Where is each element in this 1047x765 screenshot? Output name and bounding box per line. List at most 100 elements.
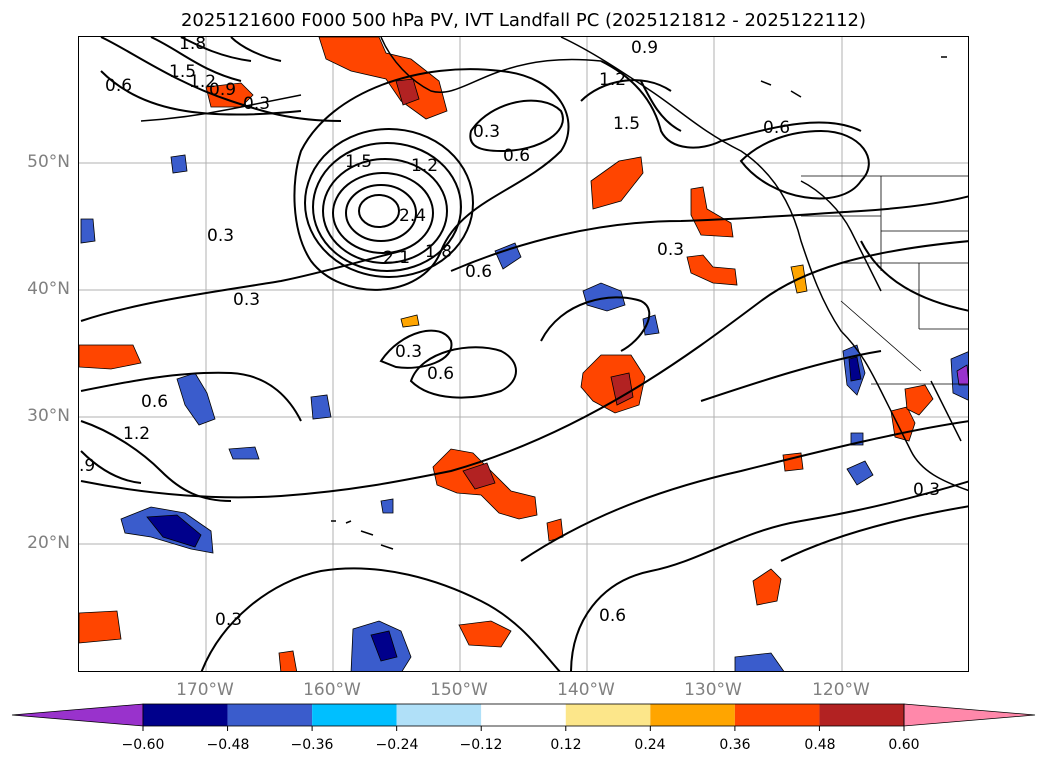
lat-label-50n: 50°N bbox=[27, 152, 70, 172]
contour-label: 0.6 bbox=[763, 118, 790, 138]
colorbar-segment bbox=[227, 704, 313, 726]
colorbar-tick-label: 0.48 bbox=[804, 737, 836, 753]
map-panel[interactable]: 1.8 1.5 1.2 0.9 0.6 0.3 0.3 0.6 1.2 1.5 … bbox=[78, 36, 969, 672]
contour-label: 0.3 bbox=[473, 122, 500, 142]
lon-label-130w: 130°W bbox=[684, 680, 742, 700]
cool-blob-ne bbox=[582, 282, 626, 312]
colorbar-extend-high bbox=[903, 703, 1036, 727]
colorbar-segment bbox=[143, 704, 228, 726]
cool-blob-mexico-core bbox=[956, 364, 968, 386]
contour-label: 1.8 bbox=[179, 37, 206, 54]
contour-label: 0.9 bbox=[209, 80, 236, 100]
contour-label: 1.2 bbox=[189, 72, 216, 92]
contour-label: 0.6 bbox=[427, 364, 454, 384]
warm-blob-small-1 bbox=[546, 518, 564, 542]
contour-label: 0.6 bbox=[105, 76, 132, 96]
warm-blob-south-1 bbox=[752, 568, 782, 606]
colorbar-segment bbox=[734, 704, 820, 726]
cool-blob-south-east bbox=[734, 652, 785, 671]
coastlines bbox=[140, 37, 968, 550]
colorbar-segment bbox=[565, 704, 651, 726]
warm-blob-nw-coast bbox=[690, 186, 734, 238]
contour-label: 1.8 bbox=[425, 242, 452, 262]
contour-label: 0.3 bbox=[233, 290, 260, 310]
cool-blob-west-1 bbox=[80, 218, 96, 244]
colorbar-extend-low bbox=[11, 703, 144, 727]
lon-label-170w: 170°W bbox=[176, 680, 234, 700]
map-title: 2025121600 F000 500 hPa PV, IVT Landfall… bbox=[180, 10, 867, 31]
colorbar-tick-label: −0.36 bbox=[290, 737, 334, 753]
colorbar-tick-label: −0.48 bbox=[206, 737, 250, 753]
map-canvas: 1.8 1.5 1.2 0.9 0.6 0.3 0.3 0.6 1.2 1.5 … bbox=[79, 37, 968, 671]
lon-label-120w: 120°W bbox=[812, 680, 870, 700]
lon-label-150w: 150°W bbox=[430, 680, 488, 700]
contour-label: 0.3 bbox=[395, 342, 422, 362]
cool-blob-tropic-core bbox=[146, 514, 202, 548]
political-borders bbox=[801, 175, 968, 385]
colorbar-outline bbox=[142, 703, 905, 727]
contour-label: 0.6 bbox=[599, 606, 626, 626]
warm-blob-south-3 bbox=[458, 620, 512, 648]
colorbar-segment bbox=[481, 704, 566, 726]
colorbar-tick-label: −0.24 bbox=[375, 737, 419, 753]
contour-label: 0.9 bbox=[631, 38, 658, 58]
cool-blob-coast-core bbox=[848, 356, 862, 382]
pv-contours bbox=[80, 37, 968, 671]
cool-blob-small-b bbox=[380, 498, 394, 514]
lon-label-140w: 140°W bbox=[557, 680, 615, 700]
colorbar-tick-label: −0.60 bbox=[121, 737, 165, 753]
warm-blob-bc-coast bbox=[590, 156, 644, 210]
lon-label-160w: 160°W bbox=[303, 680, 361, 700]
colorbar-tick-label: 0.24 bbox=[634, 737, 666, 753]
colorbar-segments bbox=[11, 703, 1036, 727]
lat-label-30n: 30°N bbox=[27, 406, 70, 426]
warm-blob-off-oregon bbox=[686, 254, 738, 286]
warm-blob-central-core bbox=[610, 372, 634, 406]
colorbar-ticks bbox=[142, 726, 905, 731]
warm-blob-south-4 bbox=[278, 650, 298, 671]
colorbar-tick-label: 0.60 bbox=[888, 737, 920, 753]
cool-blob-east-tropic bbox=[846, 460, 874, 486]
warm-blob-subtropics-core bbox=[462, 462, 496, 490]
contour-label: 2.4 bbox=[399, 206, 426, 226]
lat-label-40n: 40°N bbox=[27, 279, 70, 299]
warm-blob-gulf-core bbox=[395, 78, 420, 106]
contour-label: 2.1 bbox=[383, 248, 410, 268]
contour-labels: 1.8 1.5 1.2 0.9 0.6 0.3 0.3 0.6 1.2 1.5 … bbox=[79, 37, 940, 630]
contour-label: 0.3 bbox=[243, 94, 270, 114]
warm-blob-small-2 bbox=[400, 314, 420, 328]
cool-blob-mid bbox=[494, 242, 522, 270]
cool-blob-west-2 bbox=[170, 154, 188, 174]
contour-label: 1.5 bbox=[345, 152, 372, 172]
colorbar-tick-label: 0.36 bbox=[719, 737, 751, 753]
contour-label: .9 bbox=[79, 456, 95, 476]
contour-label: 0.3 bbox=[207, 226, 234, 246]
contour-label: 1.2 bbox=[599, 70, 626, 90]
colorbar-segment bbox=[650, 704, 735, 726]
colorbar-segment bbox=[396, 704, 482, 726]
contour-label: 0.3 bbox=[657, 240, 684, 260]
contour-label: 1.5 bbox=[169, 62, 196, 82]
colorbar-segment bbox=[312, 704, 397, 726]
colorbar bbox=[11, 703, 1036, 731]
cool-blob-small-a bbox=[228, 446, 260, 460]
ivt-filled-regions bbox=[79, 37, 968, 671]
colorbar-segment bbox=[819, 704, 904, 726]
colorbar-tick-label: 0.12 bbox=[550, 737, 582, 753]
warm-blob-west-atlantic bbox=[79, 344, 142, 370]
lat-label-20n: 20°N bbox=[27, 533, 70, 553]
warm-blob-south-2 bbox=[79, 610, 122, 644]
warm-blob-gulf-alaska bbox=[318, 37, 448, 120]
warm-blob-baja-east bbox=[904, 384, 934, 416]
warm-blob-aleutian bbox=[205, 82, 254, 108]
cool-blob-hawaii-mid bbox=[310, 394, 332, 420]
contour-label: 1.5 bbox=[613, 114, 640, 134]
colorbar-tick-label: −0.12 bbox=[459, 737, 503, 753]
contour-label: 0.6 bbox=[503, 146, 530, 166]
contour-label: 0.6 bbox=[465, 262, 492, 282]
contour-label: 0.3 bbox=[215, 610, 242, 630]
contour-label: 0.6 bbox=[141, 392, 168, 412]
cool-blob-south-core bbox=[370, 630, 398, 662]
contour-label: 1.2 bbox=[411, 156, 438, 176]
contour-label: 1.2 bbox=[123, 424, 150, 444]
